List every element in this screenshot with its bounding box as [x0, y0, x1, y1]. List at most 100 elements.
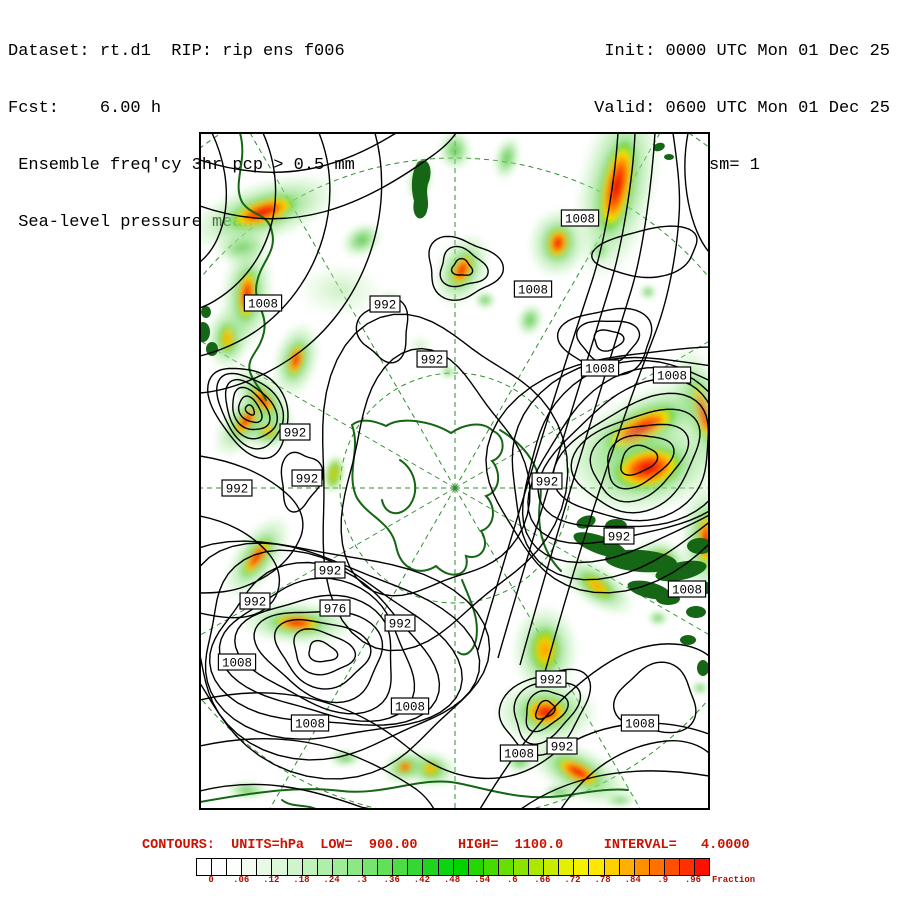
island — [411, 160, 431, 219]
contour-label-box — [243, 294, 283, 312]
contour-label: 992 — [384, 614, 416, 632]
contour-label-box — [390, 697, 430, 715]
contour-label: 1008 — [513, 280, 553, 298]
contour-label-box — [416, 350, 448, 368]
contour-label-box — [620, 714, 660, 732]
pressure-contour-ring — [607, 434, 675, 490]
contour-label-box — [221, 479, 253, 497]
coastline — [457, 579, 478, 656]
header-right: Init: 0000 UTC Mon 01 Dec 25 Valid: 0600… — [594, 4, 890, 194]
colorbar-tick: .42 — [413, 875, 430, 885]
contour-label: 992 — [314, 561, 346, 579]
pressure-contour — [200, 133, 331, 357]
contour-label-value: 992 — [608, 531, 631, 545]
colorbar-tick: .78 — [594, 875, 611, 885]
precip-blob — [474, 291, 496, 309]
pressure-contour-ring — [535, 699, 556, 720]
pressure-contour — [200, 133, 397, 174]
contour-label-value: 1008 — [625, 718, 655, 732]
precip-blob — [269, 612, 325, 634]
island — [576, 515, 596, 529]
island — [573, 532, 627, 558]
precip-blob — [544, 225, 572, 261]
colorbar-cell — [316, 859, 332, 875]
colorbar-cell — [241, 859, 257, 875]
colorbar-cell — [346, 859, 363, 875]
contour-label-value: 1008 — [248, 298, 278, 312]
contour-label: 1008 — [560, 209, 600, 227]
colorbar-tick: .12 — [263, 875, 280, 885]
contour-label-box — [291, 469, 323, 487]
colorbar-cell — [694, 859, 710, 875]
colorbar-cell — [618, 859, 634, 875]
contour-label: 992 — [239, 592, 271, 610]
colorbar-cell — [467, 859, 483, 875]
fcst-line: Fcst: 6.00 h — [8, 99, 162, 118]
colorbar-cell — [422, 859, 438, 875]
pressure-contour-ring — [620, 444, 659, 476]
precip-blob — [248, 383, 278, 417]
pressure-contour-ring — [273, 618, 372, 690]
colorbar-cell — [211, 859, 227, 875]
contour-label-value: 992 — [389, 618, 412, 632]
pressure-contour — [200, 133, 228, 263]
contour-label-box — [603, 527, 635, 545]
pressure-contour-ring — [521, 360, 709, 564]
contour-label-value: 992 — [551, 741, 574, 755]
pressure-contour — [520, 770, 709, 809]
colorbar-cell — [452, 859, 468, 875]
colorbar-cell — [271, 859, 287, 875]
contour-label: 992 — [546, 737, 578, 755]
contour-label-value: 1008 — [504, 748, 534, 762]
contour-label: 1008 — [652, 366, 692, 384]
contour-label-value: 992 — [296, 473, 319, 487]
colorbar-cell — [648, 859, 664, 875]
contour-label-box — [499, 744, 539, 762]
island — [206, 342, 218, 356]
coastline — [499, 429, 562, 572]
contour-label-value: 976 — [324, 603, 347, 617]
colorbar-cell — [679, 859, 695, 875]
contour-label: 992 — [369, 295, 401, 313]
pressure-contour-ring — [593, 329, 625, 352]
colorbar-cell — [588, 859, 604, 875]
pressure-contour-ring — [204, 549, 463, 740]
contour-label-value: 992 — [319, 565, 342, 579]
colorbar-tick: .06 — [233, 875, 250, 885]
contour-label: 992 — [221, 479, 253, 497]
pressure-contour-ring — [511, 356, 709, 581]
pressure-contour-ring — [439, 245, 489, 288]
colorbar-cell — [407, 859, 423, 875]
colorbar-tick: .48 — [443, 875, 461, 885]
colorbar-tick: .84 — [624, 875, 641, 885]
coastline — [281, 799, 317, 809]
contour-label: 992 — [603, 527, 635, 545]
colorbar-cell — [226, 859, 242, 875]
pressure-contour-ring — [237, 395, 263, 424]
contour-label: 1008 — [243, 294, 283, 312]
colorbar-cell — [512, 859, 529, 875]
contour-label: 1008 — [290, 714, 330, 732]
contour-label-value: 1008 — [657, 370, 687, 384]
coastline — [381, 459, 417, 515]
pressure-contour — [560, 739, 709, 809]
contour-label-value: 992 — [540, 674, 563, 688]
pressure-contour-ring — [208, 561, 441, 726]
colorbar-cell — [663, 859, 679, 875]
contour-label-value: 992 — [536, 476, 559, 490]
contour-label-value: 992 — [284, 427, 307, 441]
precip-blob — [530, 626, 560, 674]
contour-label-box — [239, 592, 271, 610]
island — [680, 635, 696, 645]
contour-label-value: 1008 — [672, 584, 702, 598]
colorbar-cell — [301, 859, 317, 875]
pressure-contour-ring — [576, 320, 641, 365]
precip-blob — [438, 133, 472, 171]
pressure-contour — [497, 133, 636, 659]
colorbar-cell — [362, 859, 378, 875]
pressure-contour-ring — [552, 392, 709, 522]
contour-label-value: 1008 — [295, 718, 325, 732]
contour-label: 1008 — [499, 744, 539, 762]
colorbar-cell — [603, 859, 619, 875]
colorbar-tick: .66 — [534, 875, 551, 885]
